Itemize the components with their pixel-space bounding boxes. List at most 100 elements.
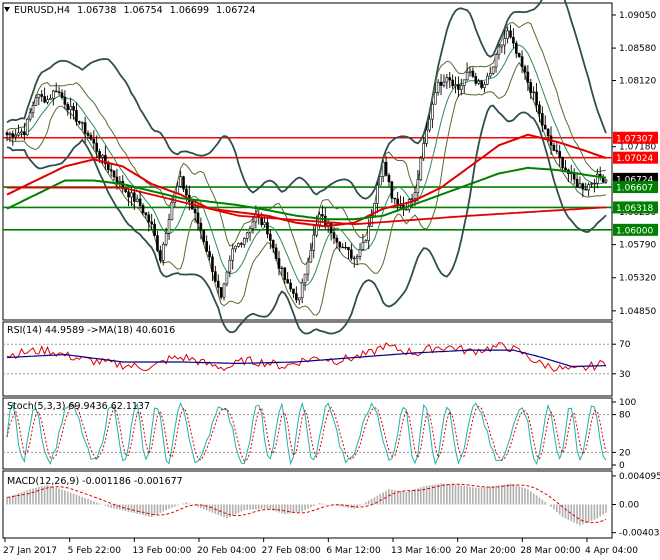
candle-body bbox=[509, 30, 512, 38]
price-tag bbox=[613, 181, 658, 194]
candle-body bbox=[581, 183, 585, 190]
candle-body bbox=[225, 271, 229, 285]
candle-body bbox=[127, 191, 130, 198]
candle-body bbox=[543, 124, 547, 130]
price-tag-label: 1.06318 bbox=[616, 204, 653, 214]
candle-body bbox=[604, 179, 608, 183]
candle-body bbox=[234, 245, 237, 250]
rsi-label: RSI(14) 44.9589 ->MA(18) 40.6016 bbox=[7, 325, 175, 336]
price-tick-label: 1.08120 bbox=[619, 76, 656, 86]
candle-body bbox=[468, 70, 472, 73]
candle-body bbox=[240, 243, 243, 245]
candle-body bbox=[300, 282, 304, 299]
candle-body bbox=[11, 133, 15, 138]
candle-body bbox=[242, 238, 246, 245]
candle-body bbox=[95, 142, 99, 152]
candle-body bbox=[164, 232, 168, 245]
candle-body bbox=[8, 133, 12, 136]
time-tick-label: 5 Feb 22:00 bbox=[68, 546, 122, 556]
stoch-k-line bbox=[6, 401, 607, 466]
candle-body bbox=[109, 169, 113, 172]
candle-body bbox=[144, 212, 148, 216]
candle-body bbox=[182, 176, 185, 190]
candle-body bbox=[474, 76, 478, 84]
candle-body bbox=[170, 202, 174, 220]
candle-body bbox=[277, 258, 281, 269]
candle-body bbox=[156, 235, 159, 251]
price-tick-label: 1.04850 bbox=[619, 307, 656, 317]
candle-body bbox=[150, 221, 153, 225]
candle-body bbox=[260, 216, 263, 226]
candle-body bbox=[138, 198, 142, 206]
candle-body bbox=[381, 161, 385, 177]
dropdown-arrow-icon[interactable] bbox=[4, 7, 10, 12]
low-value: 1.06699 bbox=[170, 5, 209, 16]
candle-body bbox=[387, 175, 391, 183]
candle-body bbox=[98, 151, 101, 158]
price-tag bbox=[613, 131, 658, 144]
bollinger-upper bbox=[6, 0, 607, 200]
time-tick-label: 13 Mar 16:00 bbox=[391, 546, 451, 556]
macd-tick-label: 0.004095 bbox=[619, 472, 660, 482]
time-tick-label: 27 Jan 2017 bbox=[3, 546, 57, 556]
candle-body bbox=[135, 198, 139, 202]
candle-body bbox=[552, 144, 556, 151]
candle-body bbox=[321, 214, 324, 217]
candle-body bbox=[141, 205, 145, 213]
ma-green bbox=[6, 166, 607, 221]
candle-body bbox=[431, 103, 434, 120]
candle-body bbox=[199, 222, 203, 231]
candle-body bbox=[266, 222, 269, 235]
bollinger-lower bbox=[6, 104, 607, 335]
stoch-tick-label: 100 bbox=[619, 398, 636, 408]
candle-body bbox=[185, 188, 188, 196]
macd-tick-label: 0.00 bbox=[619, 501, 639, 511]
candle-body bbox=[274, 247, 278, 259]
price-tick-label: 1.05320 bbox=[619, 274, 656, 284]
time-tick-label: 28 Mar 00:00 bbox=[520, 546, 580, 556]
price-tag-label: 1.07307 bbox=[616, 134, 653, 144]
candle-body bbox=[283, 267, 287, 280]
candle-body bbox=[37, 94, 41, 99]
candle-body bbox=[433, 92, 437, 105]
candlesticks bbox=[5, 24, 608, 305]
candle-body bbox=[425, 129, 428, 144]
macd-panel: 0.004095 0.00 -0.004033 bbox=[6, 472, 660, 539]
candle-body bbox=[416, 179, 420, 193]
candle-body bbox=[564, 167, 567, 171]
candle-body bbox=[526, 71, 530, 83]
candle-body bbox=[289, 282, 292, 290]
stoch-label: Stoch(5,3,3) 69.9436 62.1137 bbox=[7, 401, 150, 412]
time-tick-label: 20 Feb 04:00 bbox=[197, 546, 256, 556]
candle-body bbox=[341, 246, 344, 249]
candle-body bbox=[410, 198, 414, 200]
candle-body bbox=[384, 161, 388, 176]
symbol-label: EURUSD,H4 bbox=[14, 5, 70, 16]
price-tag bbox=[613, 151, 658, 164]
candle-body bbox=[83, 122, 87, 134]
candle-body bbox=[355, 256, 359, 259]
candle-body bbox=[89, 135, 93, 140]
candle-body bbox=[457, 84, 460, 90]
stoch-tick-label: 20 bbox=[619, 448, 631, 458]
macd-label: MACD(12,26,9) -0.001186 -0.001677 bbox=[7, 476, 183, 487]
rsi-tick-label: 70 bbox=[619, 340, 631, 350]
candle-body bbox=[364, 240, 368, 243]
candle-body bbox=[211, 256, 214, 272]
price-tick-label: 1.08580 bbox=[619, 44, 656, 54]
candle-body bbox=[448, 77, 452, 81]
candle-body bbox=[442, 81, 446, 86]
stoch-tick-label: 0 bbox=[619, 461, 625, 471]
candle-body bbox=[538, 104, 541, 114]
rsi-panel: 70 30 bbox=[3, 340, 631, 380]
candle-body bbox=[153, 223, 156, 236]
candle-body bbox=[43, 96, 46, 103]
candle-body bbox=[436, 81, 440, 93]
candle-body bbox=[72, 106, 75, 111]
candle-body bbox=[491, 66, 495, 74]
price-tick-label: 1.07180 bbox=[619, 143, 656, 153]
candle-body bbox=[514, 42, 518, 54]
candle-body bbox=[106, 163, 110, 170]
candle-body bbox=[532, 91, 535, 94]
high-value: 1.06754 bbox=[123, 5, 162, 16]
